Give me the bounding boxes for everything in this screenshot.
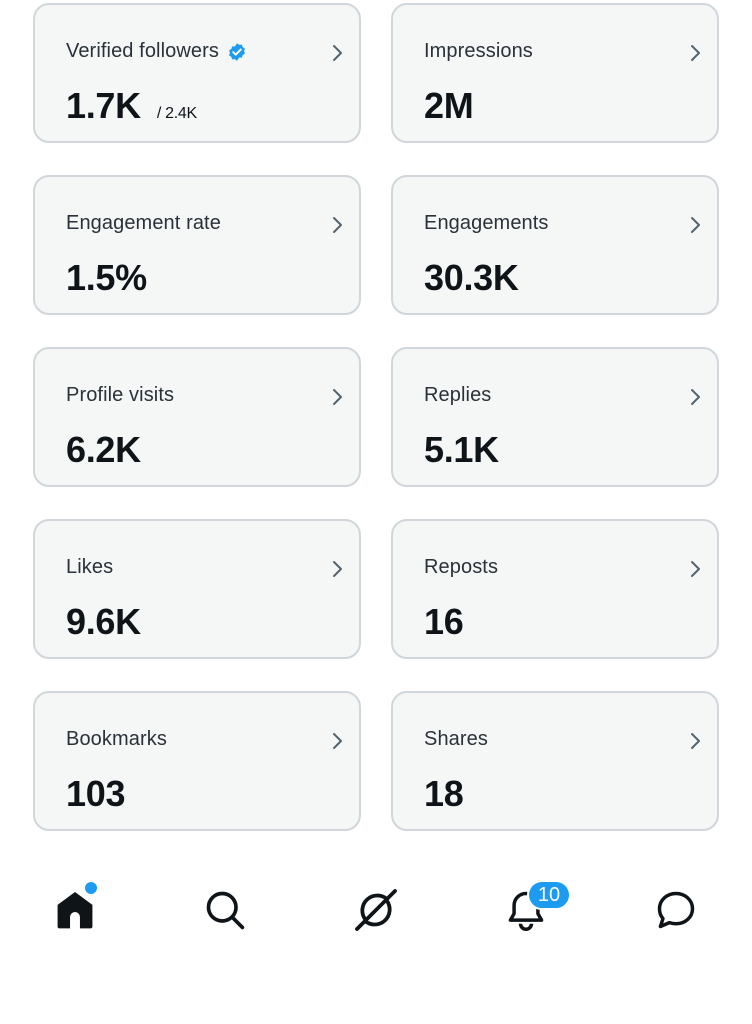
chevron-right-icon	[691, 561, 700, 577]
stats-row: Verified followers 1.7K / 2.4K Impressio…	[33, 3, 719, 143]
card-likes[interactable]: Likes 9.6K	[33, 519, 361, 659]
notification-count-badge: 10	[527, 880, 571, 910]
bottom-tab-bar	[0, 860, 752, 960]
card-value: 9.6K	[66, 601, 141, 642]
card-value: 5.1K	[424, 429, 499, 470]
card-label: Impressions	[424, 40, 533, 62]
card-bookmarks[interactable]: Bookmarks 103	[33, 691, 361, 831]
stats-row: Engagement rate 1.5% Engagements 30.3K	[33, 175, 719, 315]
stats-row: Profile visits 6.2K Replies 5.1K	[33, 347, 719, 487]
home-unread-dot	[85, 882, 97, 894]
card-value-wrap: 1.7K / 2.4K	[66, 85, 197, 127]
chevron-right-icon	[691, 733, 700, 749]
card-label: Verified followers	[66, 40, 219, 62]
card-label: Reposts	[424, 556, 499, 578]
card-value: 16	[424, 601, 464, 642]
card-reposts[interactable]: Reposts 16	[391, 519, 719, 659]
chevron-right-icon	[333, 45, 342, 61]
grok-icon	[355, 889, 397, 931]
stats-row: Likes 9.6K Reposts 16	[33, 519, 719, 659]
verified-badge-icon	[229, 42, 245, 61]
tab-messages[interactable]	[651, 884, 701, 936]
card-value: 6.2K	[66, 429, 141, 470]
chevron-right-icon	[691, 45, 700, 61]
card-value: 30.3K	[424, 257, 519, 298]
search-icon	[206, 891, 245, 930]
card-value: 18	[424, 773, 464, 814]
chevron-right-icon	[691, 389, 700, 405]
card-label: Profile visits	[66, 384, 175, 406]
card-label-wrap: Verified followers	[66, 40, 247, 63]
home-icon	[57, 892, 93, 929]
card-value: 1.5%	[66, 257, 147, 298]
tab-search[interactable]	[200, 884, 250, 936]
card-replies[interactable]: Replies 5.1K	[391, 347, 719, 487]
card-label: Bookmarks	[66, 728, 167, 750]
chevron-right-icon	[691, 217, 700, 233]
stats-grid: Verified followers 1.7K / 2.4K Impressio…	[33, 3, 719, 863]
stats-row: Bookmarks 103 Shares 18	[33, 691, 719, 831]
tab-home[interactable]	[50, 884, 100, 936]
card-label: Shares	[424, 728, 488, 750]
card-verified-followers[interactable]: Verified followers 1.7K / 2.4K	[33, 3, 361, 143]
card-value: 2M	[424, 85, 474, 126]
card-value: 103	[66, 773, 126, 814]
card-label: Engagements	[424, 212, 549, 234]
chevron-right-icon	[333, 217, 342, 233]
card-label: Engagement rate	[66, 212, 221, 234]
card-engagement-rate[interactable]: Engagement rate 1.5%	[33, 175, 361, 315]
card-label: Replies	[424, 384, 492, 406]
card-value: 1.7K	[66, 85, 141, 126]
card-impressions[interactable]: Impressions 2M	[391, 3, 719, 143]
card-engagements[interactable]: Engagements 30.3K	[391, 175, 719, 315]
messages-icon	[657, 891, 695, 929]
card-profile-visits[interactable]: Profile visits 6.2K	[33, 347, 361, 487]
card-shares[interactable]: Shares 18	[391, 691, 719, 831]
card-subvalue: / 2.4K	[156, 105, 197, 122]
card-label: Likes	[66, 556, 114, 578]
tab-grok[interactable]	[351, 884, 401, 936]
chevron-right-icon	[333, 733, 342, 749]
chevron-right-icon	[333, 389, 342, 405]
chevron-right-icon	[333, 561, 342, 577]
